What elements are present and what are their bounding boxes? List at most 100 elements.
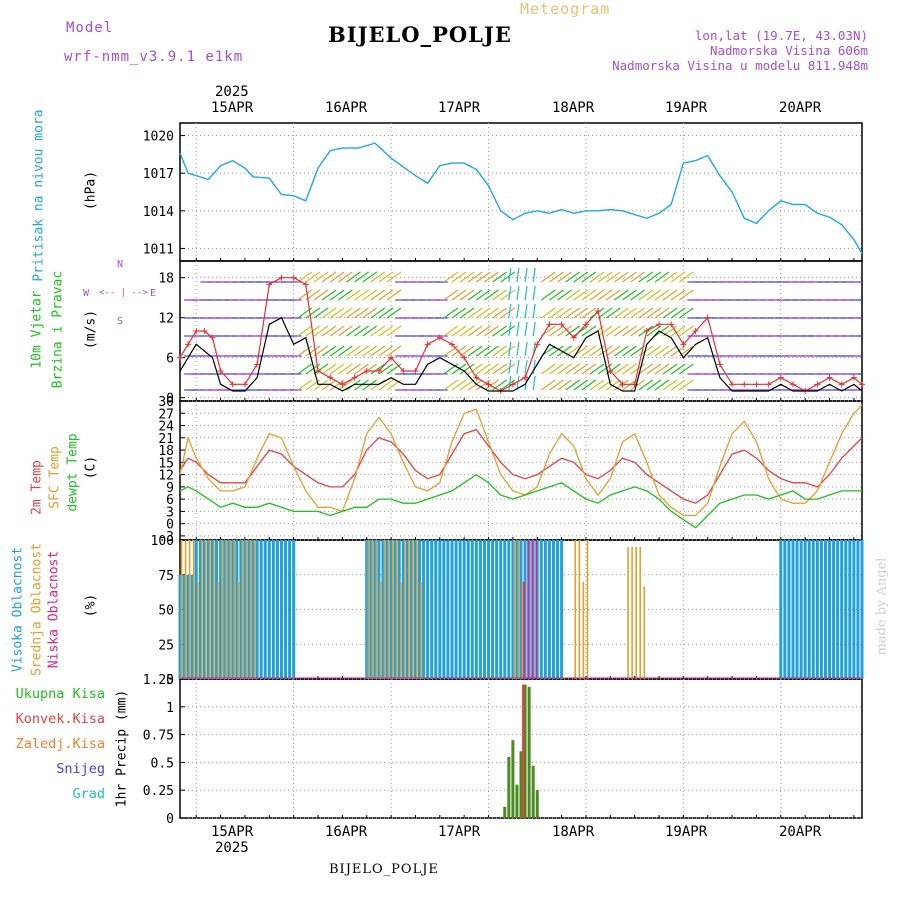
gust-marker: [595, 308, 602, 314]
wind-arrow: [500, 345, 516, 357]
wind-arrow: [589, 379, 605, 391]
precip-ytick-label: 0.5: [151, 756, 174, 771]
wind-arrow: [443, 363, 459, 375]
footer-station: BIJELO_POLJE: [329, 862, 439, 877]
wind-arrow: [516, 321, 520, 337]
wind-arrow: [573, 289, 589, 301]
gust-marker: [388, 354, 395, 361]
wind-arrow: [313, 307, 329, 319]
temperature-frame: [179, 400, 863, 541]
wind-arrow: [597, 325, 613, 337]
wind-arrow: [581, 307, 597, 319]
wind-arrow: [516, 303, 520, 319]
wind-arrow: [581, 271, 597, 283]
wind-arrow: [467, 363, 483, 375]
gust-marker: [765, 381, 772, 388]
wind-arrow: [549, 325, 564, 337]
wind-arrow: [321, 307, 337, 319]
gust-marker: [838, 381, 845, 388]
wind-arrow: [565, 363, 581, 375]
wind-arrow: [646, 345, 662, 357]
wind-arrow: [573, 271, 589, 283]
top-date-19apr: 19APR: [665, 100, 708, 116]
wind-arrow: [362, 345, 378, 357]
wind-arrow: [354, 345, 369, 357]
precip-total-bar: [511, 740, 515, 818]
wind-arrow: [662, 345, 678, 357]
wind-arrow: [459, 289, 475, 301]
precip-hail-label: Grad: [72, 786, 105, 802]
gust-marker: [424, 341, 431, 348]
wind-arrow: [614, 271, 629, 283]
wind-arrow: [622, 345, 637, 357]
wind-arrow: [362, 379, 378, 391]
wind-arrow: [614, 289, 629, 301]
wind-arrow: [475, 289, 491, 301]
wind-arrow: [313, 379, 329, 391]
wind-arrow: [622, 363, 637, 375]
wind-arrow: [362, 307, 378, 319]
wind-arrow: [597, 345, 613, 357]
gust-marker: [278, 274, 285, 281]
wind-arrow: [605, 379, 621, 391]
temperature-ytick-label: 6: [166, 493, 174, 508]
wind-arrow: [532, 375, 536, 391]
wind-arrow: [337, 289, 353, 301]
wind-arrow: [670, 307, 686, 319]
wind-arrow: [386, 271, 402, 283]
wind-arrow: [459, 307, 475, 319]
wind-arrow: [654, 345, 670, 357]
gust-marker: [290, 274, 297, 281]
bottom-date-19apr: 19APR: [665, 824, 708, 840]
gust-marker: [570, 334, 577, 341]
wind-arrow: [549, 363, 564, 375]
wind-arrow: [386, 325, 402, 337]
wind-arrow: [565, 307, 581, 319]
wind-arrow: [678, 363, 694, 375]
pressure-ytick-label: 1020: [143, 130, 174, 145]
wind-arrow: [508, 341, 512, 357]
wind-arrow: [475, 325, 491, 337]
wind-arrow: [313, 363, 329, 375]
wind-arrow: [362, 289, 378, 301]
precip-total-bar: [515, 784, 519, 818]
cloud-ytick-label: 75: [158, 569, 174, 584]
wind-arrow: [565, 379, 581, 391]
temperature-ytick-label: 27: [158, 407, 174, 422]
wind-arrow: [540, 379, 556, 391]
wind-arrow: [597, 289, 613, 301]
wind-arrow: [565, 271, 581, 283]
gust-marker: [327, 374, 334, 381]
wind-arrow: [549, 289, 564, 301]
wind-arrow: [378, 345, 394, 357]
wind-arrow: [337, 271, 353, 283]
wind-arrow: [622, 307, 637, 319]
wind-arrow: [443, 379, 459, 391]
gust-marker: [729, 381, 736, 388]
wind-arrow: [459, 271, 475, 283]
wind-arrow: [354, 379, 369, 391]
wind-arrow: [467, 307, 483, 319]
pressure-ytick-label: 1017: [143, 167, 174, 182]
precip-total-bar: [503, 806, 507, 818]
wind-arrow: [605, 345, 621, 357]
gust-marker: [412, 368, 419, 374]
wind-arrow: [378, 289, 394, 301]
wind-arrow: [321, 289, 337, 301]
wind-arrow: [329, 307, 345, 319]
wind-arrow: [313, 289, 329, 301]
bottom-year-label: 2025: [215, 840, 249, 856]
temp-axis-dewpt: dewpt Temp: [65, 433, 81, 512]
precip-ytick-label: 1.25: [143, 673, 174, 688]
gust-marker: [859, 381, 865, 388]
pressure-frame: [179, 122, 863, 262]
temperature-ytick-label: 24: [158, 420, 174, 435]
wind-arrow: [597, 307, 613, 319]
wind-arrow: [654, 363, 670, 375]
top-date-15apr: 15APR: [211, 100, 254, 116]
wind-arrow: [451, 289, 467, 301]
temperature-ytick-label: -3: [158, 530, 174, 545]
pressure-axis-name: Pritisak na nivou mora: [31, 109, 47, 282]
wind-arrow: [678, 289, 694, 301]
wind-arrow: [362, 271, 378, 283]
